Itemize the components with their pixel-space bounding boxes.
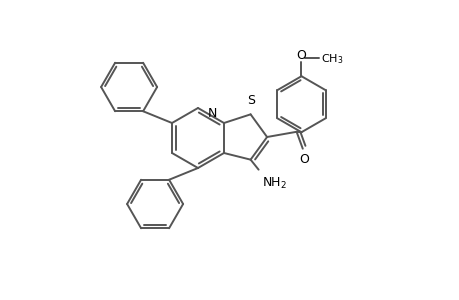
Text: CH$_3$: CH$_3$ bbox=[321, 52, 343, 66]
Text: N: N bbox=[207, 107, 216, 120]
Text: O: O bbox=[296, 49, 306, 62]
Text: NH$_2$: NH$_2$ bbox=[261, 176, 286, 191]
Text: O: O bbox=[298, 153, 308, 166]
Text: S: S bbox=[247, 94, 255, 107]
